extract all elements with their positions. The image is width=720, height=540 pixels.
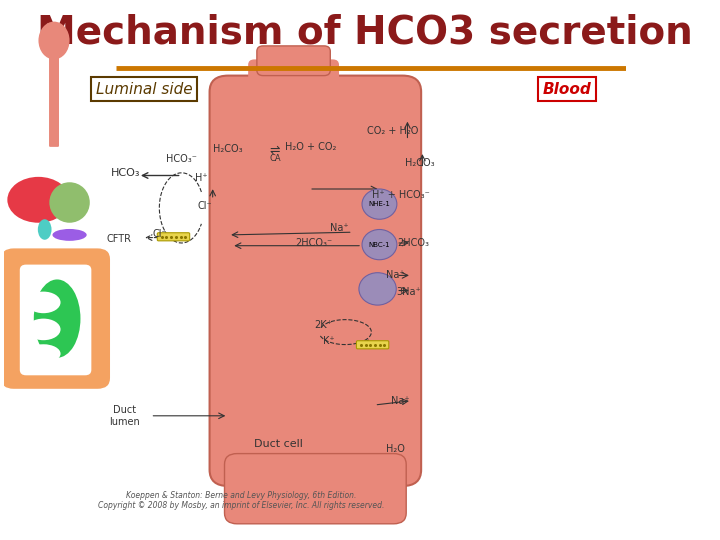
Text: Cl⁻: Cl⁻ (197, 201, 212, 211)
Circle shape (359, 273, 396, 305)
Text: CFTR: CFTR (107, 234, 132, 244)
FancyBboxPatch shape (225, 454, 406, 524)
Text: NBC-1: NBC-1 (369, 241, 390, 248)
Circle shape (362, 189, 397, 219)
Text: HCO₃: HCO₃ (111, 168, 140, 178)
Ellipse shape (53, 229, 86, 241)
Ellipse shape (27, 345, 60, 363)
Text: H₂CO₃: H₂CO₃ (213, 144, 243, 153)
Circle shape (362, 230, 397, 260)
Text: HCO₃⁻: HCO₃⁻ (166, 154, 197, 164)
Ellipse shape (50, 183, 90, 222)
Ellipse shape (7, 177, 70, 222)
Text: 2K⁺: 2K⁺ (314, 320, 332, 330)
FancyBboxPatch shape (210, 76, 421, 486)
FancyBboxPatch shape (19, 265, 91, 375)
Ellipse shape (38, 219, 52, 240)
Text: 2HCO₃: 2HCO₃ (397, 238, 430, 248)
FancyBboxPatch shape (356, 341, 389, 349)
Text: K⁺: K⁺ (323, 336, 335, 346)
Text: Koeppen & Stanton: Berne and Levy Physiology, 6th Edition.
Copyright © 2008 by M: Koeppen & Stanton: Berne and Levy Physio… (97, 491, 384, 510)
Text: NHE-1: NHE-1 (369, 201, 390, 207)
Text: H₂O: H₂O (386, 444, 405, 454)
Ellipse shape (27, 319, 60, 340)
Text: Cl⁻: Cl⁻ (153, 229, 167, 239)
Text: CA: CA (269, 154, 281, 163)
Text: ⇌: ⇌ (270, 144, 280, 157)
FancyBboxPatch shape (257, 46, 330, 76)
Text: H₂CO₃: H₂CO₃ (405, 158, 435, 168)
FancyBboxPatch shape (49, 42, 59, 147)
Text: CO₂ + H₂O: CO₂ + H₂O (367, 126, 419, 136)
Text: Mechanism of HCO3 secretion: Mechanism of HCO3 secretion (37, 14, 693, 51)
Text: H⁺: H⁺ (195, 173, 208, 183)
Ellipse shape (27, 292, 60, 313)
Text: Na⁺: Na⁺ (386, 271, 405, 280)
Text: Blood: Blood (543, 82, 592, 97)
Text: 3Na⁺: 3Na⁺ (396, 287, 421, 296)
Text: 2HCO₃⁻: 2HCO₃⁻ (295, 238, 332, 248)
FancyBboxPatch shape (157, 233, 189, 241)
FancyBboxPatch shape (1, 248, 110, 389)
Text: Luminal side: Luminal side (96, 82, 192, 97)
FancyBboxPatch shape (248, 59, 339, 119)
Text: H₂O + CO₂: H₂O + CO₂ (284, 142, 336, 152)
Text: Na⁺: Na⁺ (391, 396, 409, 406)
Text: Na⁺: Na⁺ (330, 223, 348, 233)
Text: Duct cell: Duct cell (253, 439, 302, 449)
Text: Duct
lumen: Duct lumen (109, 405, 140, 427)
Ellipse shape (38, 22, 70, 59)
Text: H⁺ + HCO₃⁻: H⁺ + HCO₃⁻ (372, 191, 430, 200)
Ellipse shape (34, 280, 81, 358)
